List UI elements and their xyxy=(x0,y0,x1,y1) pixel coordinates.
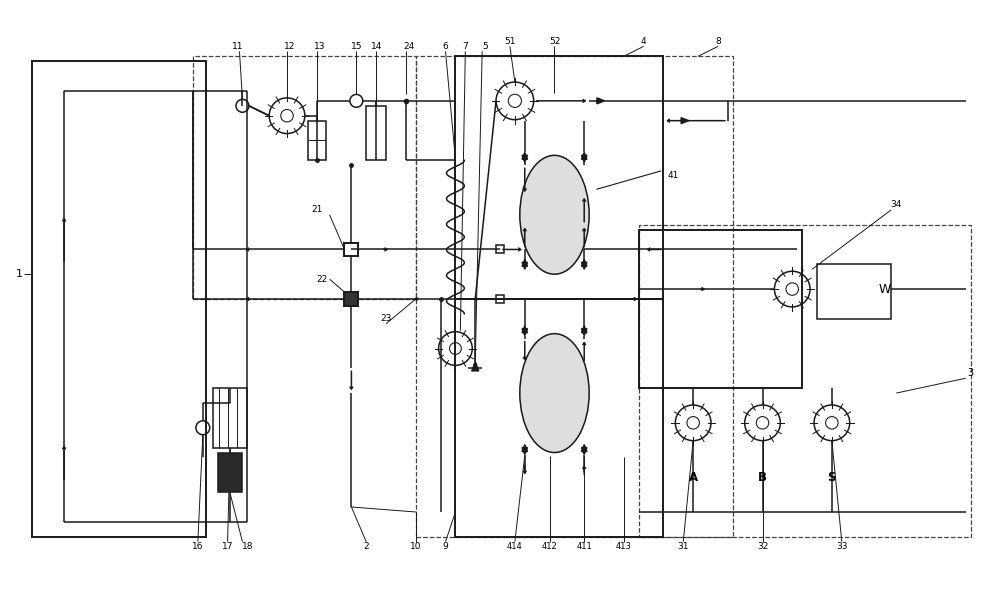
Text: B: B xyxy=(758,471,767,484)
Bar xyxy=(455,299,663,537)
Text: 23: 23 xyxy=(380,314,392,323)
Bar xyxy=(496,295,504,303)
Polygon shape xyxy=(581,326,587,333)
Text: W: W xyxy=(878,283,891,296)
Bar xyxy=(193,56,416,299)
Polygon shape xyxy=(522,326,527,333)
Text: 9: 9 xyxy=(443,542,448,551)
Polygon shape xyxy=(522,444,527,451)
Text: 4: 4 xyxy=(641,37,646,46)
Text: 16: 16 xyxy=(192,542,204,551)
Text: 34: 34 xyxy=(891,200,902,209)
Text: 52: 52 xyxy=(549,37,560,46)
Polygon shape xyxy=(681,118,689,124)
Text: 32: 32 xyxy=(757,542,768,551)
Bar xyxy=(213,388,247,447)
Text: 2: 2 xyxy=(363,542,369,551)
Polygon shape xyxy=(522,447,527,454)
Text: 24: 24 xyxy=(403,42,414,51)
Polygon shape xyxy=(581,263,587,269)
Polygon shape xyxy=(472,362,479,371)
Text: 10: 10 xyxy=(410,542,422,551)
Bar xyxy=(455,56,663,299)
Bar xyxy=(817,264,891,319)
Text: 411: 411 xyxy=(576,542,592,551)
Polygon shape xyxy=(522,153,527,159)
Polygon shape xyxy=(581,156,587,162)
Bar xyxy=(416,56,733,537)
Text: 41: 41 xyxy=(668,170,679,179)
Text: 6: 6 xyxy=(443,42,448,51)
Bar xyxy=(308,121,326,160)
Bar xyxy=(344,242,358,257)
Text: 5: 5 xyxy=(482,42,488,51)
Ellipse shape xyxy=(520,156,589,274)
Polygon shape xyxy=(581,328,587,336)
Text: 12: 12 xyxy=(284,42,296,51)
Polygon shape xyxy=(522,263,527,269)
Text: 7: 7 xyxy=(462,42,468,51)
Bar xyxy=(639,230,802,388)
Polygon shape xyxy=(522,156,527,162)
Text: A: A xyxy=(689,471,698,484)
Text: 1: 1 xyxy=(16,269,23,279)
Text: 31: 31 xyxy=(678,542,689,551)
Bar xyxy=(32,61,206,537)
Text: 14: 14 xyxy=(370,42,382,51)
Text: 11: 11 xyxy=(232,42,243,51)
Polygon shape xyxy=(522,328,527,336)
Polygon shape xyxy=(597,98,605,104)
Ellipse shape xyxy=(520,334,589,453)
Text: S: S xyxy=(828,471,836,484)
Polygon shape xyxy=(581,447,587,454)
Bar xyxy=(639,225,971,537)
Text: 51: 51 xyxy=(504,37,516,46)
Text: 18: 18 xyxy=(242,542,253,551)
Text: 13: 13 xyxy=(314,42,325,51)
Text: 15: 15 xyxy=(351,42,362,51)
Text: 414: 414 xyxy=(507,542,523,551)
Text: 17: 17 xyxy=(222,542,233,551)
Text: 33: 33 xyxy=(836,542,848,551)
Bar xyxy=(218,453,242,492)
Bar xyxy=(344,292,358,306)
Polygon shape xyxy=(522,260,527,266)
Text: 3: 3 xyxy=(967,368,974,378)
Bar xyxy=(496,245,504,254)
Text: 413: 413 xyxy=(616,542,632,551)
Polygon shape xyxy=(581,260,587,266)
Polygon shape xyxy=(581,444,587,451)
Polygon shape xyxy=(581,153,587,159)
Text: 22: 22 xyxy=(316,274,327,284)
Bar xyxy=(366,106,386,160)
Text: 412: 412 xyxy=(542,542,557,551)
Text: 8: 8 xyxy=(715,37,721,46)
Text: 21: 21 xyxy=(311,206,322,214)
